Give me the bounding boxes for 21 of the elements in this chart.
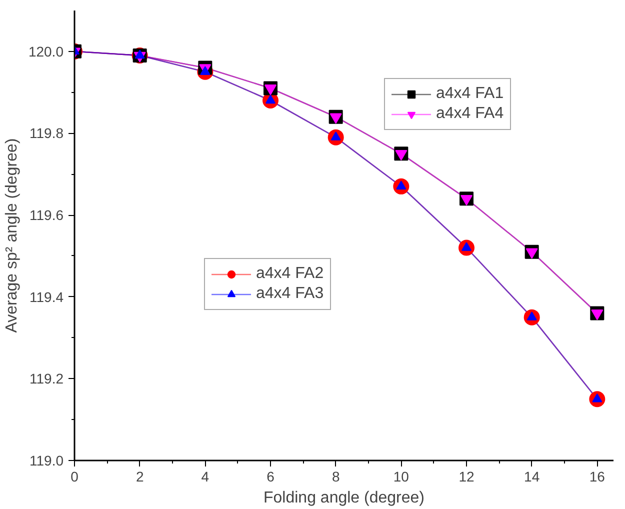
legend-label: a4x4 FA2 <box>256 265 324 283</box>
y-tick-label: 119.4 <box>30 288 64 305</box>
x-tick-label: 6 <box>266 468 275 484</box>
legend-label: a4x4 FA4 <box>436 105 504 123</box>
x-tick-label: 12 <box>458 468 474 484</box>
x-tick-label: 16 <box>589 468 606 484</box>
x-tick-label: 10 <box>393 468 410 484</box>
x-tick-label: 14 <box>524 468 540 484</box>
y-tick-label: 119.2 <box>30 370 64 387</box>
x-tick-label: 0 <box>70 468 79 484</box>
y-tick-label: 119.6 <box>30 207 64 224</box>
y-tick-label: 119.0 <box>30 452 64 468</box>
y-axis-title: Average sp² angle (degree) <box>3 138 20 333</box>
x-axis-title: Folding angle (degree) <box>264 490 425 506</box>
x-tick-label: 8 <box>332 468 340 484</box>
y-tick-label: 120.0 <box>28 43 64 60</box>
x-tick-label: 2 <box>136 468 144 484</box>
y-tick-label: 119.8 <box>30 125 64 142</box>
x-tick-label: 4 <box>201 468 210 484</box>
legend-label: a4x4 FA1 <box>436 85 504 103</box>
legend-label: a4x4 FA3 <box>256 285 324 303</box>
